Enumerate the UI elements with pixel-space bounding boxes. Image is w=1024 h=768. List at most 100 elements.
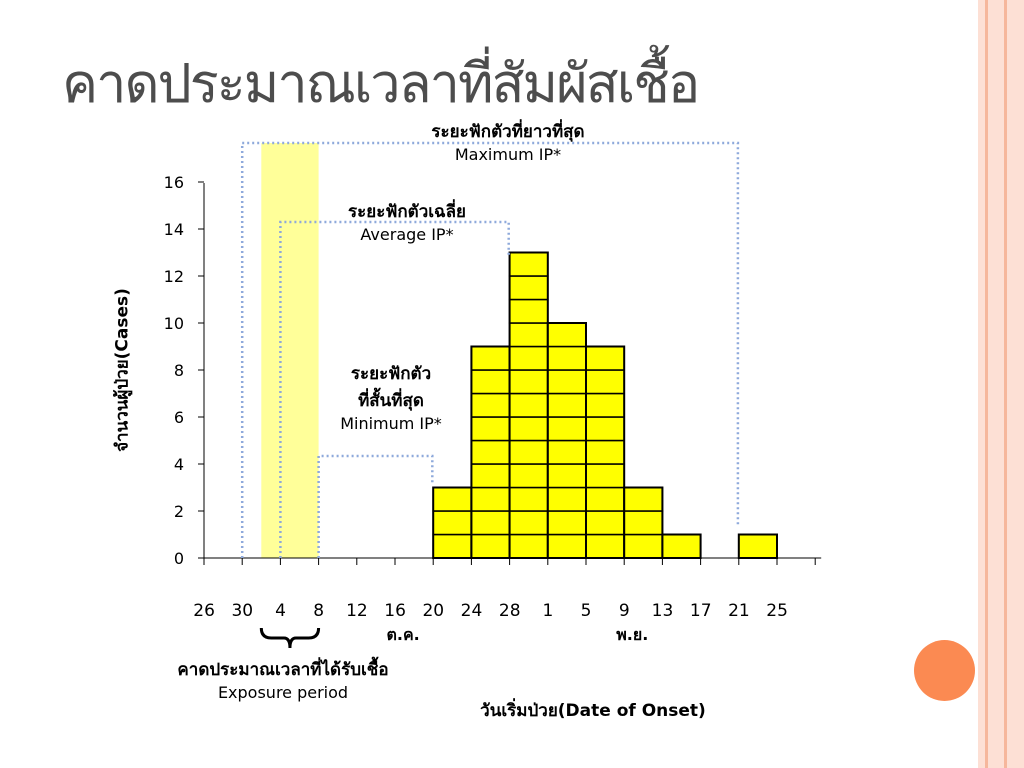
case-box [585, 392, 625, 418]
case-box [738, 533, 778, 559]
y-tick-label: 10 [164, 314, 184, 333]
y-tick-label: 14 [164, 220, 184, 239]
exposure-brace [259, 627, 321, 649]
case-box [508, 533, 549, 559]
avg-ip-annotation: ระยะฟักตัวเฉลี่ย Average IP* [305, 198, 509, 244]
max-ip-label-thai: ระยะฟักตัวที่ยาวที่สุด [431, 122, 585, 142]
case-box [508, 463, 549, 489]
case-box [547, 322, 587, 348]
y-tick-label: 8 [174, 361, 184, 380]
case-box [585, 463, 625, 489]
case-box [547, 439, 587, 465]
case-box [508, 510, 549, 536]
case-box [508, 251, 549, 277]
avg-ip-label-thai: ระยะฟักตัวเฉลี่ย [347, 202, 467, 222]
x-tick-label: 16 [384, 601, 406, 621]
case-box [508, 416, 549, 442]
max-ip-annotation: ระยะฟักตัวที่ยาวที่สุด Maximum IP* [378, 118, 638, 164]
case-box [470, 369, 511, 395]
case-box [547, 533, 587, 559]
x-tick-label: 26 [193, 601, 215, 621]
x-month-label: พ.ย. [616, 625, 648, 644]
y-axis-label: จำนวนผู้ป่วย(Cases) [112, 288, 133, 452]
case-box [585, 345, 625, 371]
max-ip-label-english: Maximum IP* [454, 145, 562, 164]
x-tick-label: 13 [652, 601, 674, 621]
case-box [585, 369, 625, 395]
case-box [470, 345, 511, 371]
decorative-circle [914, 640, 975, 701]
bar-5 [585, 345, 626, 559]
case-box [547, 416, 587, 442]
avg-ip-bracket [279, 220, 510, 558]
x-tick-label: 25 [766, 601, 788, 621]
exposure-period-band [261, 143, 319, 558]
y-tick-label: 4 [174, 455, 184, 474]
x-tick-label: 28 [499, 601, 521, 621]
case-box [508, 392, 549, 418]
y-tick-label: 2 [174, 502, 184, 521]
avg-ip-label-english: Average IP* [360, 225, 454, 244]
case-box [432, 533, 473, 559]
case-box [508, 298, 549, 324]
min-ip-label-english: Minimum IP* [340, 414, 442, 433]
case-box [547, 463, 587, 489]
bar-13 [661, 533, 702, 559]
x-tick-label: 4 [275, 601, 286, 621]
case-box [623, 486, 664, 512]
case-box [470, 463, 511, 489]
min-ip-label-thai-1: ระยะฟักตัว [350, 364, 432, 384]
y-tick-label: 0 [174, 549, 184, 568]
case-box [661, 533, 702, 559]
case-box [470, 486, 511, 512]
case-box [470, 392, 511, 418]
x-tick-label: 17 [690, 601, 712, 621]
case-box [623, 510, 664, 536]
case-box [585, 533, 625, 559]
case-box [547, 345, 587, 371]
min-ip-label-thai-2: ที่สั้นที่สุด [358, 391, 424, 411]
case-box [623, 533, 664, 559]
slide-title: คาดประมาณเวลาที่สัมผัสเชื้อ [62, 52, 700, 115]
case-box [508, 275, 549, 301]
exposure-annotation: คาดประมาณเวลาที่ได้รับเชื้อ Exposure per… [120, 656, 446, 702]
case-box [432, 486, 473, 512]
x-tick-label: 8 [313, 601, 324, 621]
x-tick-label: 21 [728, 601, 750, 621]
x-axis-label: วันเริ่มป่วย(Date of Onset) [480, 701, 706, 721]
case-box [470, 533, 511, 559]
x-tick-label: 5 [581, 601, 592, 621]
case-box [470, 416, 511, 442]
case-box [547, 510, 587, 536]
exposure-label-thai: คาดประมาณเวลาที่ได้รับเชื้อ [177, 660, 389, 680]
case-box [508, 486, 549, 512]
min-ip-annotation: ระยะฟักตัว ที่สั้นที่สุด Minimum IP* [316, 360, 466, 433]
bar-21 [737, 533, 778, 559]
min-ip-bracket [317, 454, 434, 558]
case-box [585, 416, 625, 442]
y-tick-label: 12 [164, 267, 184, 286]
border-stripe-line-1 [985, 0, 988, 768]
x-month-label: ต.ค. [386, 625, 419, 644]
x-tick-label: 12 [346, 601, 368, 621]
case-box [508, 439, 549, 465]
x-tick-label: 30 [231, 601, 253, 621]
x-tick-label: 20 [422, 601, 444, 621]
case-box [432, 510, 473, 536]
bar-9 [623, 486, 664, 559]
x-tick-label: 24 [461, 601, 483, 621]
x-tick-label: 9 [619, 601, 630, 621]
case-box [547, 392, 587, 418]
case-box [547, 369, 587, 395]
case-box [508, 369, 549, 395]
y-tick-label: 6 [174, 408, 184, 427]
case-box [508, 345, 549, 371]
case-box [470, 510, 511, 536]
case-box [547, 486, 587, 512]
case-box [585, 486, 625, 512]
case-box [585, 439, 625, 465]
case-box [508, 322, 549, 348]
y-tick-label: 16 [164, 173, 184, 192]
border-stripe-line-2 [1004, 0, 1007, 768]
